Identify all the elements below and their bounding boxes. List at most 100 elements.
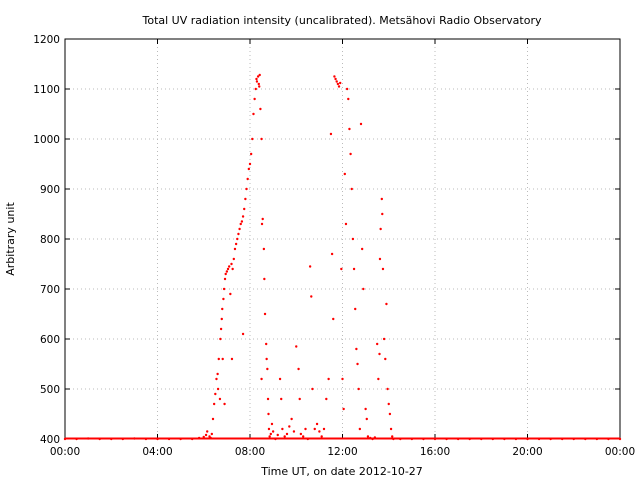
- data-point: [350, 187, 353, 191]
- data-point: [351, 237, 355, 241]
- x-tick-label: 08:00: [235, 446, 265, 458]
- data-point: [179, 437, 182, 441]
- x-axis-ticks: 00:00 04:00 08:00 12:00 16:00 20:00 00:00: [50, 39, 635, 458]
- data-point: [256, 75, 260, 78]
- data-point: [365, 417, 368, 421]
- data-point: [246, 177, 249, 181]
- data-point: [298, 397, 301, 401]
- data-point: [422, 437, 425, 441]
- data-point: [144, 437, 148, 441]
- data-point: [262, 247, 266, 251]
- data-point: [288, 425, 291, 428]
- data-point: [236, 237, 239, 241]
- data-point: [283, 435, 286, 438]
- data-point: [334, 77, 337, 81]
- data-point: [338, 81, 342, 85]
- data-point: [468, 437, 471, 441]
- data-point: [271, 430, 275, 433]
- data-point: [355, 347, 358, 351]
- data-point: [336, 82, 340, 86]
- data-point: [240, 220, 244, 223]
- data-point: [278, 377, 282, 381]
- data-point: [121, 437, 125, 441]
- data-point: [223, 277, 227, 281]
- data-point: [335, 80, 338, 83]
- data-point: [156, 437, 159, 441]
- data-point: [202, 435, 205, 439]
- data-point: [366, 435, 370, 438]
- data-point: [584, 437, 587, 441]
- data-point: [225, 270, 229, 273]
- data-point: [229, 292, 232, 296]
- data-point: [238, 227, 241, 231]
- data-point: [526, 437, 529, 441]
- data-point: [362, 287, 365, 291]
- data-point: [216, 387, 220, 391]
- data-point: [352, 267, 356, 271]
- data-point: [232, 257, 236, 261]
- data-point: [364, 407, 367, 411]
- data-point: [357, 387, 360, 391]
- data-point: [241, 332, 245, 336]
- data-point: [595, 437, 599, 441]
- data-point: [341, 377, 344, 381]
- data-point: [226, 267, 230, 271]
- data-point: [318, 430, 321, 433]
- data-point: [618, 437, 622, 441]
- data-point: [220, 317, 223, 321]
- x-tick-label: 00:00: [605, 446, 635, 458]
- data-point: [327, 377, 330, 381]
- data-point: [258, 85, 261, 88]
- x-tick-label: 16:00: [420, 446, 450, 458]
- data-point: [212, 402, 216, 406]
- data-point: [342, 407, 345, 411]
- data-point: [222, 297, 225, 301]
- data-point: [285, 432, 289, 436]
- data-point: [231, 267, 234, 271]
- data-point: [514, 437, 518, 441]
- data-point: [378, 257, 382, 261]
- data-point: [295, 345, 298, 348]
- data-point: [266, 397, 270, 401]
- data-point: [254, 87, 257, 91]
- data-point: [249, 152, 253, 156]
- x-axis-label: Time UT, on date 2012-10-27: [260, 465, 423, 478]
- data-point: [333, 75, 336, 78]
- data-point: [268, 435, 271, 438]
- data-point: [206, 430, 209, 433]
- data-point: [263, 312, 267, 316]
- data-point: [233, 247, 237, 251]
- data-point: [197, 436, 201, 440]
- data-point: [292, 430, 296, 433]
- data-point: [227, 265, 231, 268]
- data-point: [133, 437, 136, 440]
- data-point: [267, 412, 270, 416]
- data-point: [219, 327, 223, 331]
- data-point: [311, 387, 314, 391]
- data-point: [322, 427, 326, 431]
- data-point: [259, 107, 262, 111]
- data-point: [265, 357, 268, 361]
- data-point: [269, 432, 273, 436]
- data-point: [239, 222, 242, 226]
- data-point: [315, 422, 319, 426]
- data-point: [491, 437, 495, 441]
- data-point: [384, 357, 387, 361]
- data-point: [230, 262, 233, 266]
- data-point: [290, 417, 293, 421]
- data-point: [304, 427, 307, 431]
- x-tick-label: 12:00: [327, 446, 357, 458]
- data-point: [332, 317, 335, 321]
- data-point: [190, 437, 194, 441]
- data-point: [359, 122, 363, 126]
- data-point: [301, 435, 305, 438]
- data-point: [244, 197, 247, 201]
- data-point: [257, 82, 260, 86]
- data-point: [410, 437, 414, 441]
- data-point: [377, 377, 380, 381]
- data-point: [98, 437, 101, 441]
- data-point: [607, 437, 610, 441]
- data-point: [388, 412, 392, 416]
- data-point: [75, 437, 78, 441]
